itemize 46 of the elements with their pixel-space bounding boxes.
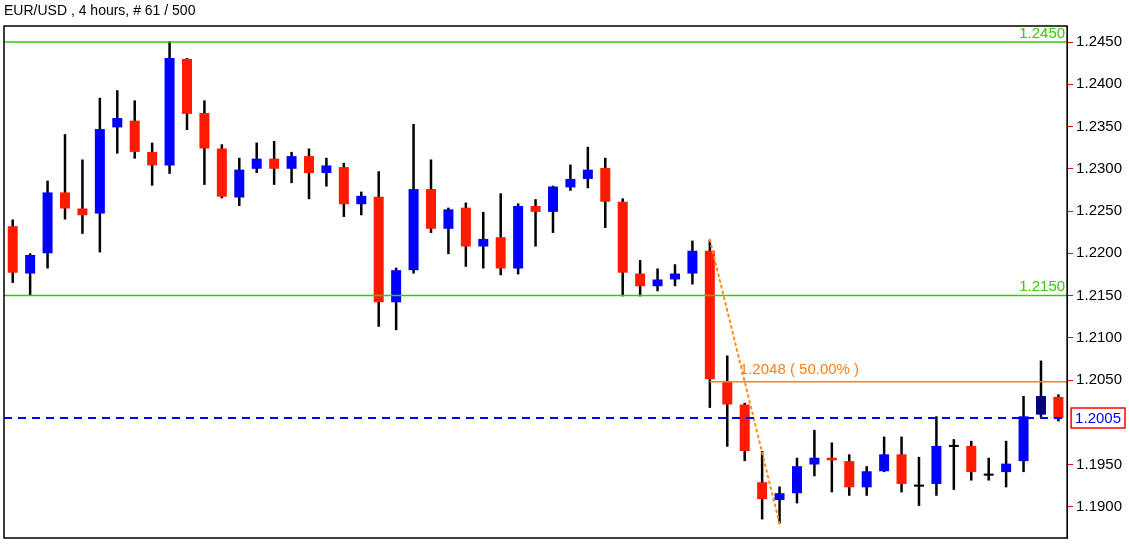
candlestick [321,156,332,188]
y-tick-label: 1.2200 [1076,243,1123,261]
y-tick-label: 1.1950 [1076,454,1123,472]
candlestick [25,252,36,297]
candlestick [530,197,541,248]
chart-title: EUR/USD , 4 hours, # 61 / 500 [4,2,196,18]
y-tick-label: 1.2400 [1076,74,1123,92]
candlestick [913,455,924,508]
candlestick [478,210,489,270]
candlestick [983,456,994,482]
candlestick [1001,439,1012,489]
candlestick [861,464,872,498]
ref-line-label: 1.2150 [1019,277,1066,295]
candlestick [687,239,698,286]
candlestick [757,449,768,521]
candlestick [112,88,123,155]
candlestick [1053,393,1064,423]
candlestick [251,141,262,175]
candlestick [303,147,314,201]
y-tick-label: 1.2250 [1076,201,1123,219]
candlestick [77,158,88,236]
candlestick [60,132,70,221]
y-tick-label: 1.2350 [1076,116,1123,134]
candlestick [879,435,890,474]
candlestick [652,267,663,293]
candlestick [774,485,785,525]
candlestick [269,139,280,187]
candlestick [147,141,158,187]
y-tick-label: 1.2150 [1076,285,1123,303]
candlestick [1035,359,1046,419]
y-tick-label: 1.2450 [1076,32,1123,50]
ref-line-label: 1.2048 ( 50.00% ) [739,360,860,378]
y-tick-label: 1.2050 [1076,370,1123,388]
ref-line-label: 1.2450 [1019,23,1066,41]
candlestick [582,145,593,190]
candlestick [635,258,646,298]
candlestick [443,206,454,256]
candlestick [948,437,959,492]
y-tick-label: 1.2300 [1076,158,1123,176]
candlestick [565,163,576,192]
y-tick-label: 1.1900 [1076,496,1123,514]
candlestick [356,190,367,217]
candlestick [286,150,297,185]
ref-line-label: 1.2005 [1075,409,1122,427]
y-tick-label: 1.2100 [1076,327,1123,345]
candlestick [722,354,733,448]
